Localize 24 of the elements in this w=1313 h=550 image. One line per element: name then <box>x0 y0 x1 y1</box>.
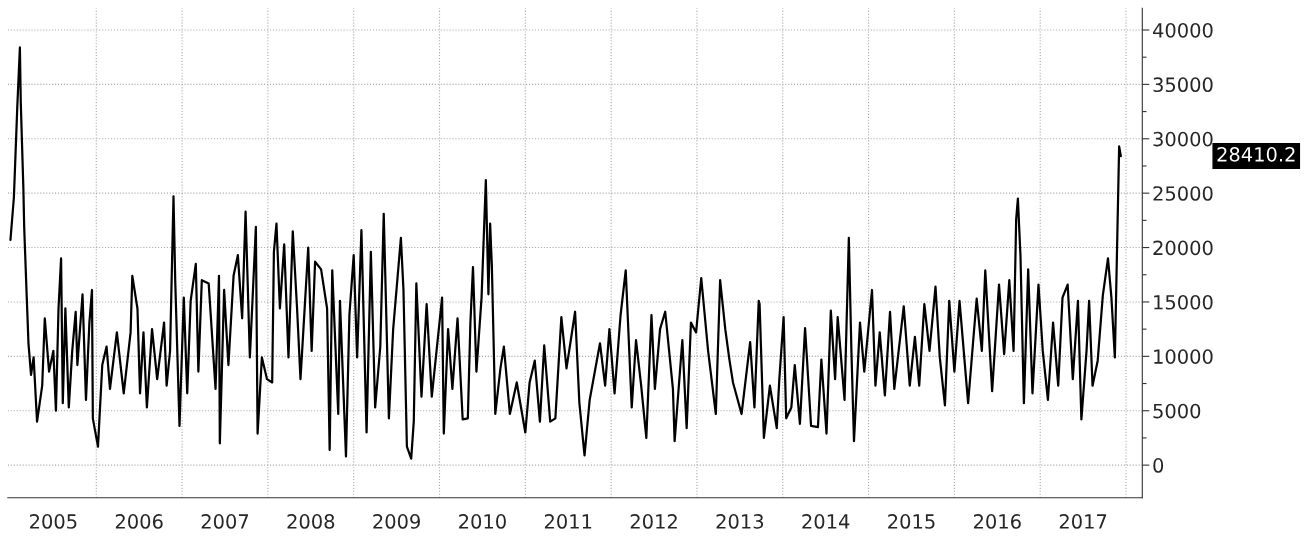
x-tick-label: 2015 <box>888 514 935 529</box>
x-tick-label: 2016 <box>973 514 1021 529</box>
x-tick-label: 2008 <box>287 514 335 529</box>
x-tick-label: 2013 <box>716 514 764 529</box>
x-tick-label: 2014 <box>802 514 850 529</box>
y-tick-label: 35000 <box>1153 77 1213 93</box>
y-tick-label: 30000 <box>1153 131 1213 147</box>
x-tick-label: 2005 <box>30 514 77 529</box>
y-tick-label: 15000 <box>1154 294 1213 310</box>
x-tick-label: 2011 <box>544 514 592 529</box>
y-tick-label: 0 <box>1153 458 1164 473</box>
x-tick-label: 2012 <box>630 514 677 529</box>
x-tick-label: 2007 <box>201 514 249 529</box>
line-series <box>9 46 1122 460</box>
text: 28410.2 <box>1217 147 1295 162</box>
y-tick-label: 20000 <box>1153 240 1213 256</box>
y-tick-label: 25000 <box>1153 186 1213 201</box>
y-tick-label: 10000 <box>1154 349 1213 364</box>
y-tick-label: 40000 <box>1152 22 1213 38</box>
x-tick-label: 2010 <box>459 514 506 529</box>
x-tick-label: 2009 <box>373 514 420 529</box>
x-tick-label: 2017 <box>1059 514 1107 529</box>
y-tick-label: 5000 <box>1153 403 1201 419</box>
x-tick-label: 2006 <box>115 514 163 529</box>
